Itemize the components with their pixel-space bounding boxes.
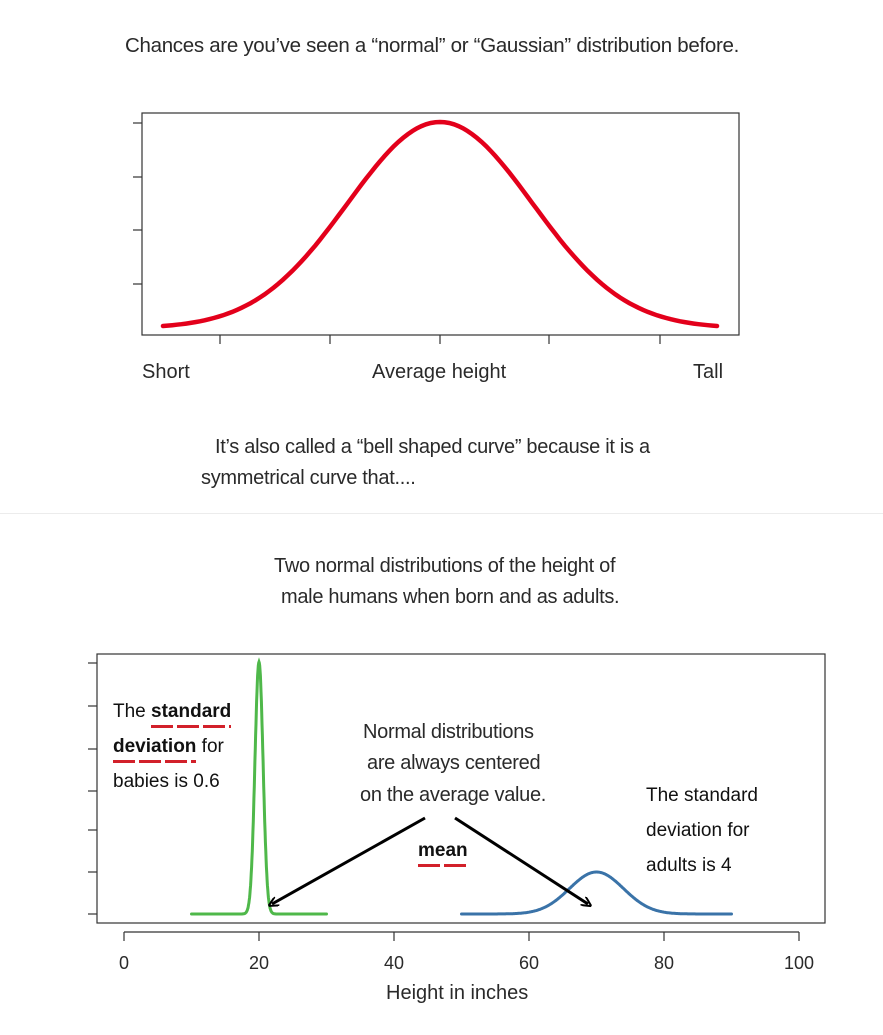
bell-note-line1: It’s also called a “bell shaped curve” b… [215,436,650,458]
ann-pre: The [113,701,152,722]
bell-note-line2: symmetrical curve that.... [201,467,416,489]
adults-ann-line1: The standard [646,785,758,806]
babies-distribution-line [190,657,328,916]
height-chart-frame [96,653,826,924]
height-chart-xlabel: Height in inches [386,982,529,1004]
adults-ann-line2: deviation for [646,820,750,841]
height-x-tick-label-60: 60 [519,953,539,973]
height-chart-title-line1: Two normal distributions of the height o… [274,555,616,577]
height-x-tick-label-0: 0 [119,953,129,973]
center-annotation-line1: Normal distributions [363,721,534,743]
x-label-short: Short [142,361,190,383]
bell-chart-frame [141,112,740,336]
intro-text: Chances are you’ve seen a “normal” or “G… [125,34,739,57]
center-annotation-line3: on the average value. [360,784,547,806]
bell-chart-x-ticks [219,335,661,344]
height-chart-title-line2: male humans when born and as adults. [281,586,620,608]
adults-sd-annotation: The standard deviation for adults is 4 [646,778,758,883]
bell-curve-line [160,119,720,329]
height-x-tick-label-40: 40 [384,953,404,973]
ann-bold-deviation: deviation [113,736,197,757]
babies-sd-annotation: The standard deviation for babies is 0.6 [113,694,231,799]
height-x-tick-label-20: 20 [249,953,269,973]
height-x-tick-label-100: 100 [784,953,814,973]
arrow-to-adult-mean [454,816,588,904]
x-label-tall: Tall [693,361,724,383]
height-chart-y-ticks [88,662,97,915]
ann-post-for: for [196,736,224,757]
adults-ann-line3: adults is 4 [646,855,732,876]
height-chart-x-axis [123,931,800,941]
height-x-tick-label-80: 80 [654,953,674,973]
arrow-to-baby-mean [272,816,426,904]
ann-babies-value: babies is 0.6 [113,771,220,792]
mean-annotation: mean [418,840,468,862]
height-chart-x-tick-labels: 0 20 40 60 80 100 [119,953,814,973]
adults-distribution-line [460,870,733,916]
ann-bold-standard: standard [151,701,232,722]
center-annotation-line2: are always centered [367,752,541,774]
x-label-average-height: Average height [372,361,507,383]
mean-label: mean [418,840,468,861]
section-divider [0,513,883,514]
bell-chart-y-ticks [133,122,142,285]
